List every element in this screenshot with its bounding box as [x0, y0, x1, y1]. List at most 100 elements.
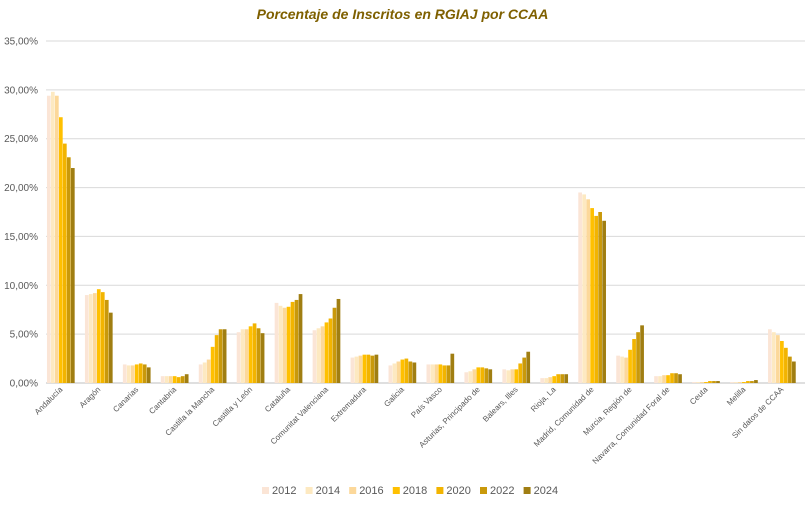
bar-2024-9: [412, 362, 417, 383]
bar-2016-11: [472, 369, 477, 383]
y-tick-label: 25,00%: [4, 134, 38, 145]
bar-2012-18: [730, 382, 734, 383]
bar-2016-13: [548, 377, 553, 383]
bar-2018-2: [134, 364, 139, 383]
bar-2020-6: [290, 301, 295, 383]
bar-2024-15: [640, 325, 644, 383]
bar-2012-15: [616, 355, 620, 383]
bar-2024-13: [564, 374, 569, 383]
bar-2020-1: [100, 292, 105, 383]
legend-label-2012: 2012: [272, 485, 296, 497]
bar-2018-10: [438, 364, 443, 383]
x-tick-label: Ceuta: [688, 385, 710, 407]
bar-2016-18: [738, 382, 742, 383]
bar-2018-9: [400, 359, 405, 383]
bar-2014-9: [392, 363, 397, 383]
y-tick-label: 0,00%: [10, 379, 38, 390]
y-tick-label: 30,00%: [4, 85, 38, 96]
bar-2012-1: [84, 295, 89, 383]
legend-swatch-2024: [523, 487, 531, 494]
y-tick-label: 20,00%: [4, 183, 38, 194]
y-tick-label: 15,00%: [4, 232, 38, 243]
bar-2016-8: [358, 355, 363, 383]
bar-2014-0: [50, 91, 55, 383]
bar-2012-11: [464, 372, 469, 383]
bar-2018-0: [58, 117, 63, 383]
bar-2022-4: [218, 329, 223, 383]
bar-2020-16: [670, 373, 674, 383]
bar-2020-15: [632, 339, 636, 383]
bar-2018-8: [362, 354, 367, 383]
bar-2024-17: [716, 381, 720, 383]
bar-2012-0: [46, 95, 51, 383]
x-tick-label: Balears, Illes: [481, 385, 520, 424]
bar-2012-5: [236, 332, 241, 383]
bar-2020-19: [784, 347, 788, 383]
legend-swatch-2012: [262, 487, 269, 494]
x-tick-label: Canarias: [111, 385, 140, 414]
bar-2018-17: [704, 382, 708, 383]
bar-2014-16: [658, 376, 662, 383]
bar-2024-2: [146, 367, 151, 383]
bar-2012-4: [198, 364, 203, 383]
bar-2022-1: [104, 299, 109, 383]
bar-2012-17: [692, 382, 696, 383]
bar-2022-16: [674, 373, 678, 383]
bar-2014-10: [430, 364, 435, 383]
bar-2022-14: [598, 212, 602, 383]
bar-2024-16: [678, 374, 682, 383]
bar-2016-17: [700, 382, 704, 383]
bar-2020-18: [746, 381, 750, 383]
legend-swatch-2014: [305, 487, 313, 494]
x-tick-label: Aragón: [78, 385, 103, 410]
bar-2020-17: [708, 381, 712, 383]
bar-2014-14: [582, 194, 586, 383]
bar-2018-14: [590, 208, 594, 383]
bar-2012-10: [426, 364, 431, 383]
bar-2024-8: [374, 354, 379, 383]
bar-2024-12: [526, 351, 531, 383]
bar-2018-18: [742, 382, 746, 383]
bar-2020-9: [404, 358, 409, 383]
bar-2012-8: [350, 357, 355, 383]
bar-2018-5: [248, 326, 253, 383]
legend-swatch-2020: [436, 487, 444, 494]
bar-2018-13: [552, 376, 557, 383]
bar-2018-19: [780, 340, 784, 383]
bar-2012-19: [768, 329, 772, 383]
x-tick-label: País Vasco: [409, 385, 444, 420]
bar-2020-13: [556, 374, 561, 383]
bar-2014-18: [734, 382, 738, 383]
x-tick-label: Galicia: [382, 385, 406, 409]
bar-2020-5: [252, 323, 257, 383]
bar-2024-3: [184, 374, 189, 383]
bar-2020-14: [594, 215, 598, 383]
legend-label-2024: 2024: [534, 485, 558, 497]
bar-2012-13: [540, 378, 545, 383]
y-tick-label: 10,00%: [4, 281, 38, 292]
bar-2020-8: [366, 354, 371, 383]
bar-2020-10: [442, 365, 447, 383]
bar-2016-3: [168, 376, 173, 383]
bar-2022-17: [712, 381, 716, 383]
bar-2022-10: [446, 365, 451, 383]
bar-2022-5: [256, 328, 261, 383]
bar-2024-18: [754, 380, 758, 383]
bar-2014-12: [506, 370, 511, 383]
bar-2018-1: [96, 289, 101, 383]
bar-2024-14: [602, 220, 606, 383]
bar-2024-11: [488, 369, 493, 383]
bar-2012-12: [502, 369, 507, 383]
x-tick-label: Rioja, La: [529, 385, 558, 414]
bar-2022-8: [370, 355, 375, 383]
bar-2018-4: [210, 346, 215, 383]
bar-2014-13: [544, 378, 549, 383]
bar-2022-2: [142, 364, 147, 383]
bar-2022-0: [66, 157, 71, 383]
bar-2020-7: [328, 318, 333, 383]
bar-2022-7: [332, 307, 337, 383]
y-tick-label: 5,00%: [10, 330, 38, 341]
bar-2016-15: [624, 357, 628, 383]
bar-2024-19: [792, 361, 796, 383]
